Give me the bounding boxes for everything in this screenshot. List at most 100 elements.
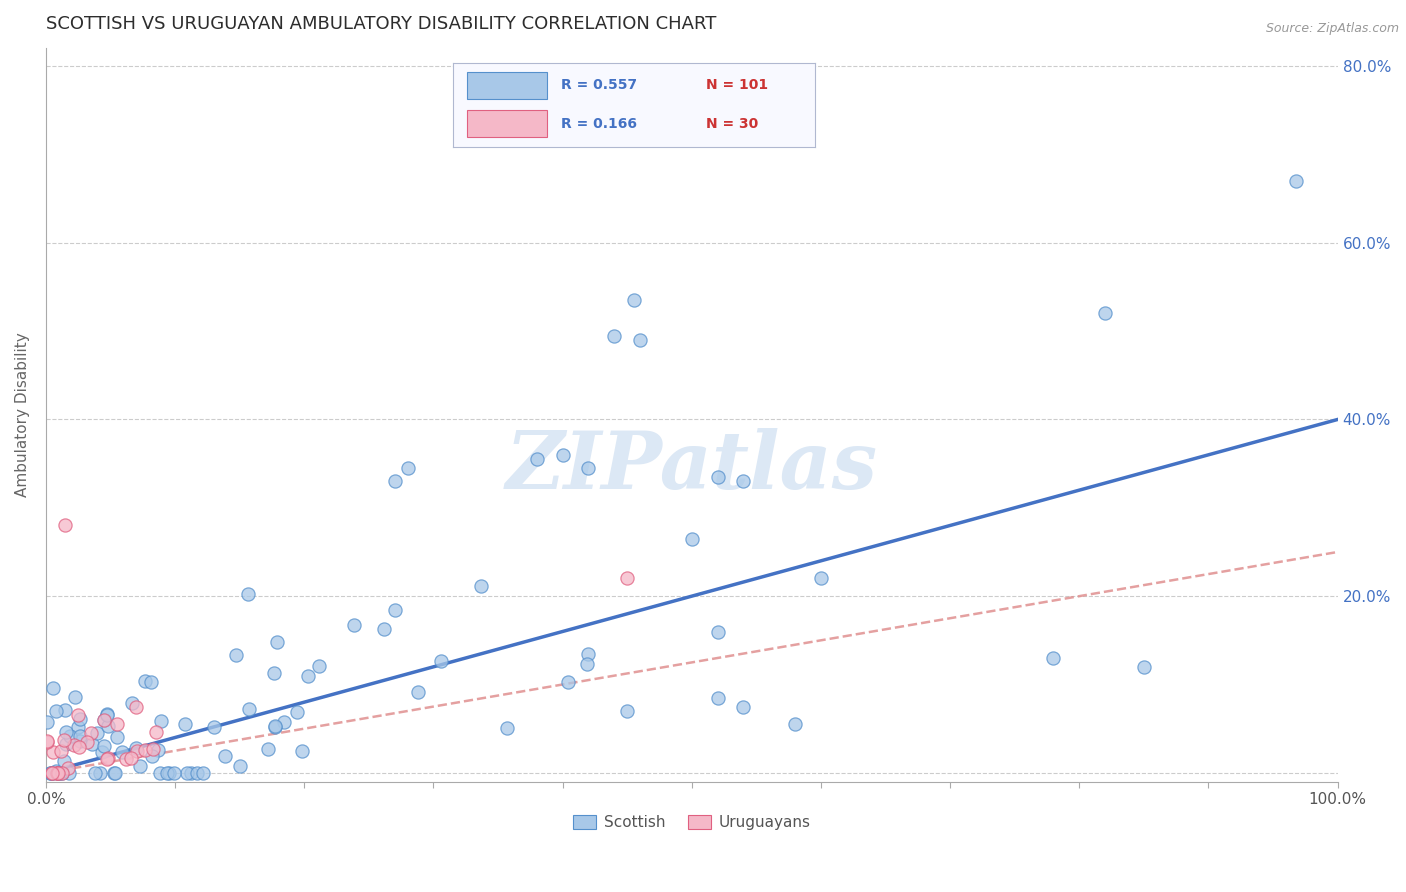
Point (55, 737, 77, 751)
Point (202, 720, 225, 734)
Point (37, 734, 59, 748)
Point (406, 684, 429, 698)
Point (89, 765, 111, 780)
Point (91, 746, 114, 760)
Point (157, 765, 180, 780)
Point (58, 765, 80, 780)
Point (578, 461, 600, 475)
Text: Source: ZipAtlas.com: Source: ZipAtlas.com (1265, 22, 1399, 36)
Point (51, 765, 73, 780)
Point (121, 697, 143, 711)
Point (103, 765, 125, 780)
Point (69, 740, 91, 755)
Point (396, 461, 419, 475)
Point (114, 752, 136, 766)
Point (93, 739, 115, 753)
Point (384, 475, 406, 489)
Point (373, 623, 395, 637)
Point (256, 741, 278, 756)
Point (49, 765, 72, 780)
Legend: Scottish, Uruguayans: Scottish, Uruguayans (567, 809, 817, 837)
Point (69, 712, 91, 726)
Point (42, 681, 65, 695)
Point (134, 674, 156, 689)
Point (526, 452, 548, 467)
Point (628, 333, 651, 347)
Point (142, 742, 165, 756)
Point (39, 765, 62, 780)
Point (470, 579, 492, 593)
Point (93, 713, 115, 727)
Point (37, 714, 59, 729)
Point (174, 717, 197, 731)
Point (285, 705, 308, 719)
Point (430, 654, 453, 668)
Point (96, 708, 118, 723)
Point (616, 572, 638, 586)
Point (273, 714, 295, 729)
Point (125, 699, 148, 714)
Point (46, 765, 69, 780)
Point (96, 752, 118, 766)
Point (67, 708, 90, 723)
Point (1094, 306, 1116, 320)
Point (681, 532, 703, 546)
Point (145, 725, 167, 739)
Point (176, 765, 198, 780)
Point (1042, 651, 1064, 665)
Point (733, 699, 755, 714)
Point (46, 765, 69, 780)
Point (82, 737, 104, 751)
Point (263, 719, 285, 733)
Point (52, 754, 75, 768)
Point (51, 765, 73, 780)
Point (39, 765, 62, 780)
Point (49, 744, 72, 758)
Point (41, 765, 63, 780)
Point (603, 328, 626, 343)
Point (557, 675, 579, 690)
Point (105, 730, 128, 744)
Point (707, 625, 730, 640)
Point (111, 745, 134, 759)
Point (238, 587, 260, 601)
Point (120, 751, 142, 765)
Point (69, 730, 91, 744)
Point (129, 759, 152, 773)
Point (134, 743, 156, 757)
Point (810, 572, 832, 586)
Point (41, 765, 63, 780)
Point (125, 743, 148, 757)
Point (62, 738, 84, 752)
Point (576, 657, 599, 671)
Point (266, 635, 288, 649)
Point (186, 765, 208, 780)
Point (84, 765, 107, 780)
Point (193, 765, 215, 780)
Point (97, 751, 120, 765)
Point (228, 759, 250, 773)
Point (263, 665, 285, 680)
Point (149, 765, 172, 780)
Point (149, 714, 172, 728)
Point (58, 729, 80, 743)
Point (308, 659, 330, 673)
Point (96, 706, 118, 721)
Point (46, 765, 69, 780)
Point (1133, 660, 1156, 674)
Point (225, 648, 247, 662)
Point (623, 293, 645, 308)
Point (37, 735, 59, 749)
Point (616, 704, 638, 718)
Point (180, 765, 202, 780)
Point (496, 721, 519, 735)
Point (53, 733, 76, 747)
Point (53, 703, 76, 717)
Text: SCOTTISH VS URUGUAYAN AMBULATORY DISABILITY CORRELATION CHART: SCOTTISH VS URUGUAYAN AMBULATORY DISABIL… (46, 15, 716, 33)
Point (264, 720, 287, 734)
Point (733, 475, 755, 489)
Point (146, 743, 169, 757)
Point (291, 744, 314, 758)
Point (1285, 174, 1308, 188)
Point (93, 713, 115, 727)
